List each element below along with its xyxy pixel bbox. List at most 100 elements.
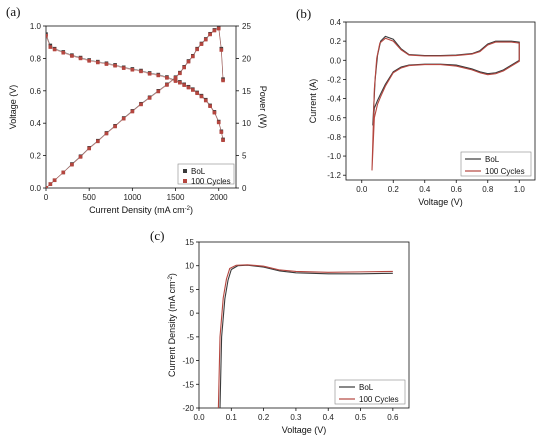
data-point bbox=[87, 59, 91, 63]
plot-frame bbox=[198, 241, 410, 409]
data-point bbox=[46, 186, 48, 188]
data-point bbox=[208, 104, 212, 108]
data-point bbox=[221, 138, 225, 143]
series-line-1 bbox=[46, 35, 224, 141]
panel-c: (c) 0.0 0.1 0.2 0.3 0.4 0.5 0.6 15 10 5 0 -5 -10 -15 -2… bbox=[150, 228, 410, 435]
legend-label: BoL bbox=[485, 155, 500, 164]
x-tick-label: 0.3 bbox=[290, 413, 302, 422]
data-point bbox=[203, 37, 208, 42]
panel-label: (a) bbox=[6, 4, 20, 19]
y-right-tick-label: 25 bbox=[242, 22, 251, 31]
y-axis-label-text: Voltage (V) bbox=[8, 85, 18, 130]
x-tick-label: 0 bbox=[44, 193, 49, 202]
y-tick-label: -5 bbox=[187, 333, 195, 342]
x-tick-label: 0.0 bbox=[356, 185, 368, 194]
data-point bbox=[52, 47, 57, 52]
y-tick-label: 0.8 bbox=[30, 54, 42, 63]
data-point bbox=[219, 130, 224, 134]
x-tick-label: 0.0 bbox=[193, 413, 205, 422]
y-tick-label: 5 bbox=[190, 285, 195, 294]
plot-frame bbox=[345, 21, 536, 181]
data-point bbox=[130, 109, 135, 114]
y-axis-label-sup: -2 bbox=[168, 275, 174, 281]
legend-label: BoL bbox=[359, 383, 374, 392]
panel-b: (b) 0.0 0.2 0.4 0.6 0.8 1.0 0.4 0.2 0.0 -0.2 -0.4 -0… bbox=[296, 6, 536, 207]
y-tick-label: -0.8 bbox=[327, 133, 341, 142]
data-point bbox=[46, 33, 48, 38]
panel-label: (b) bbox=[296, 6, 311, 21]
x-tick-label: 1000 bbox=[123, 193, 141, 202]
x-axis-label-sup: -2 bbox=[185, 206, 191, 212]
legend: BoL 100 Cycles bbox=[460, 151, 532, 177]
data-point bbox=[70, 54, 74, 58]
x-tick-label: 0.4 bbox=[419, 185, 431, 194]
data-point bbox=[130, 67, 135, 72]
legend: BoL 100 Cycles bbox=[334, 379, 406, 405]
data-point bbox=[165, 83, 169, 87]
x-tick-label: 0.8 bbox=[482, 185, 494, 194]
y-tick-label: -0.6 bbox=[327, 114, 341, 123]
data-point bbox=[203, 98, 208, 103]
series-line-1 bbox=[217, 264, 393, 408]
x-tick-label: 500 bbox=[83, 193, 97, 202]
y-right-tick-label: 5 bbox=[242, 152, 247, 161]
data-point bbox=[104, 62, 109, 66]
legend-label: 100 Cycles bbox=[485, 167, 525, 176]
y-axis-label: Voltage (V) bbox=[8, 85, 18, 130]
x-tick-label: 0.2 bbox=[258, 413, 270, 422]
y-tick-label: -0.2 bbox=[327, 75, 341, 84]
y-tick-label: -15 bbox=[182, 380, 194, 389]
panel-a: (a) 0 500 1000 1500 2000 0.0 0.2 0.4 0.6 0.8 1.0 0 5 1… bbox=[6, 4, 268, 215]
data-point bbox=[87, 146, 91, 151]
data-point bbox=[78, 56, 83, 61]
data-point bbox=[156, 89, 161, 94]
data-point bbox=[121, 66, 126, 70]
legend-marker bbox=[183, 179, 187, 183]
x-axis-label: Voltage (V) bbox=[418, 197, 463, 207]
data-point bbox=[113, 124, 117, 129]
y-tick-label: -20 bbox=[182, 404, 194, 413]
data-point bbox=[199, 94, 204, 99]
panel-label: (c) bbox=[150, 228, 164, 243]
data-point bbox=[61, 50, 66, 55]
data-point bbox=[156, 73, 161, 78]
data-point bbox=[78, 155, 83, 159]
data-point bbox=[139, 69, 143, 74]
y-tick-label: 0.4 bbox=[30, 119, 42, 128]
y-tick-label: -0.4 bbox=[327, 95, 341, 104]
data-point bbox=[221, 78, 225, 83]
x-axis-label: Current Density (mA cm-2) bbox=[89, 205, 193, 215]
y-right-axis-label: Power (W) bbox=[258, 86, 268, 129]
x-tick-label: 1500 bbox=[167, 193, 185, 202]
data-point bbox=[186, 59, 191, 64]
y-tick-label: 0 bbox=[190, 309, 195, 318]
data-point bbox=[147, 71, 152, 76]
x-axis-label: Voltage (V) bbox=[282, 425, 327, 435]
x-tick-label: 0.4 bbox=[323, 413, 335, 422]
data-point bbox=[199, 42, 204, 46]
data-point bbox=[48, 45, 53, 49]
plot-frame bbox=[45, 25, 237, 189]
series-line-0 bbox=[372, 35, 520, 126]
data-point bbox=[96, 139, 100, 144]
legend-box bbox=[334, 379, 406, 405]
data-point bbox=[139, 102, 143, 107]
x-axis-label-text: Voltage (V) bbox=[282, 425, 327, 435]
y-tick-label: 0.4 bbox=[330, 18, 342, 27]
data-point bbox=[219, 48, 224, 52]
y-tick-label: 0.2 bbox=[330, 37, 342, 46]
data-point bbox=[208, 32, 212, 37]
x-axis-label-text: Voltage (V) bbox=[418, 197, 463, 207]
y-tick-label: -1.0 bbox=[327, 152, 341, 161]
y-tick-label: 0.2 bbox=[30, 152, 42, 161]
data-point bbox=[173, 79, 178, 83]
x-tick-label: 0.1 bbox=[226, 413, 238, 422]
y-right-tick-label: 20 bbox=[242, 54, 251, 63]
data-point bbox=[182, 65, 186, 70]
y-right-tick-label: 0 bbox=[242, 184, 247, 193]
plot-area bbox=[371, 35, 520, 171]
y-axis-label-close: ) bbox=[167, 273, 177, 276]
y-tick-label: -1.2 bbox=[327, 171, 341, 180]
data-point bbox=[178, 80, 182, 85]
